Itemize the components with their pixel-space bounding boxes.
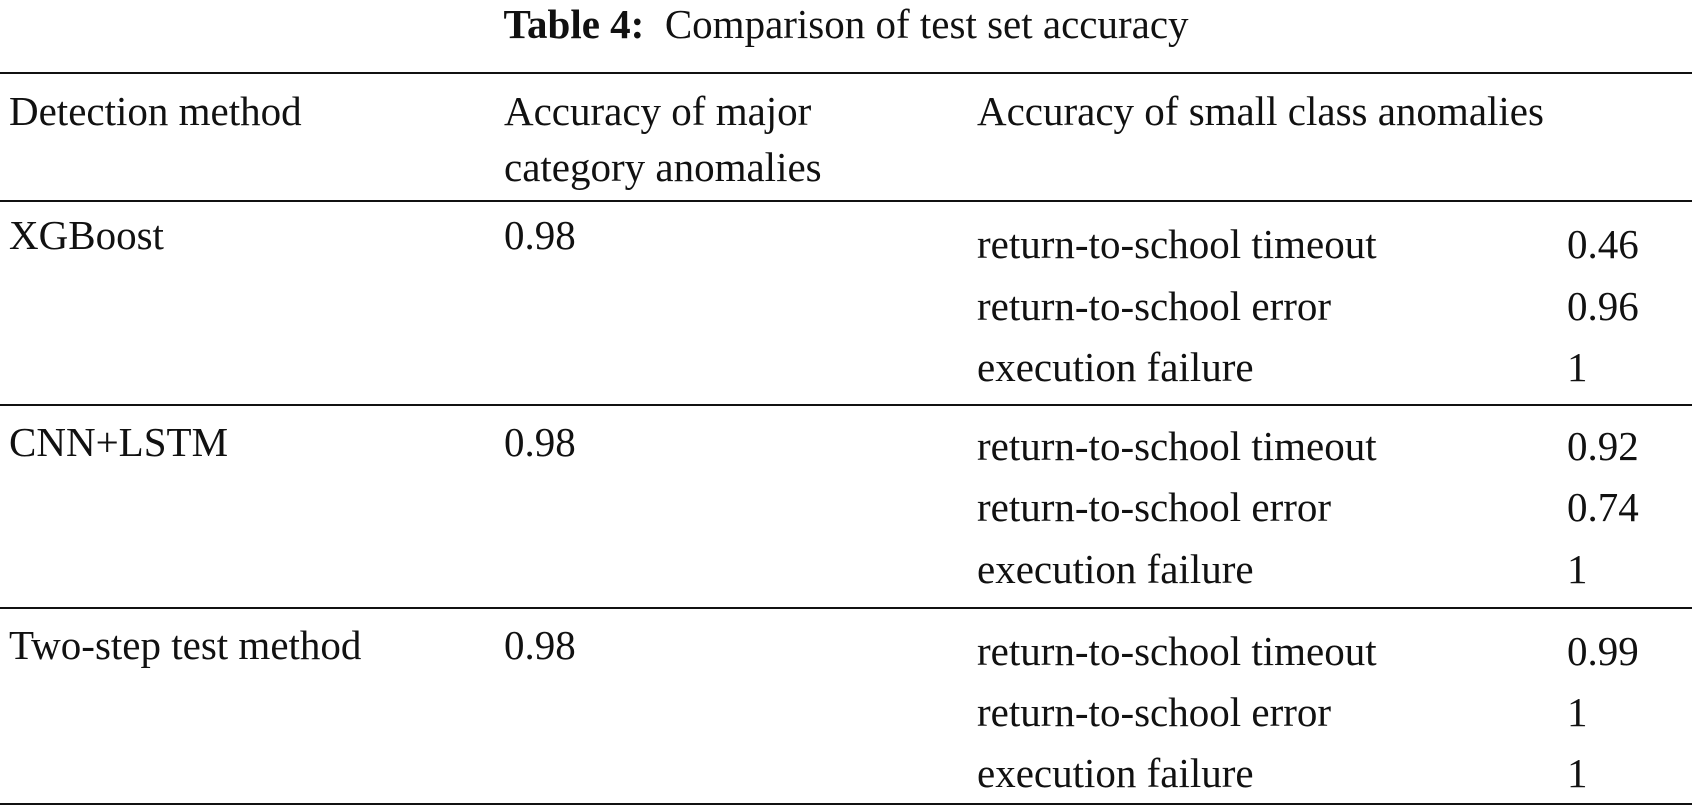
bottom-rule (0, 803, 1692, 805)
small-class-name: execution failure (977, 546, 1254, 592)
header-major-line1: Accuracy of major (504, 88, 812, 134)
method-cell: CNN+LSTM (9, 419, 229, 465)
method-cell: XGBoost (9, 212, 164, 258)
row-rule (0, 607, 1692, 609)
small-class-name: return-to-school timeout (977, 628, 1377, 674)
major-accuracy-cell: 0.98 (504, 622, 576, 668)
table-caption: Table 4: Comparison of test set accuracy (0, 0, 1692, 48)
small-class-name: execution failure (977, 750, 1254, 796)
header-small: Accuracy of small class anomalies (977, 88, 1544, 134)
small-class-accuracy: 1 (1567, 344, 1588, 390)
small-class-accuracy: 0.96 (1567, 283, 1639, 329)
major-accuracy-cell: 0.98 (504, 212, 576, 258)
major-accuracy-cell: 0.98 (504, 419, 576, 465)
small-class-accuracy: 1 (1567, 750, 1588, 796)
small-class-accuracy: 0.99 (1567, 628, 1639, 674)
small-class-name: return-to-school timeout (977, 221, 1377, 267)
method-cell: Two-step test method (9, 622, 362, 668)
header-major-line2: category anomalies (504, 144, 822, 190)
small-class-accuracy: 0.46 (1567, 221, 1639, 267)
row-rule (0, 404, 1692, 406)
small-class-accuracy: 1 (1567, 689, 1588, 735)
header-method: Detection method (9, 88, 302, 134)
small-class-name: return-to-school error (977, 689, 1332, 735)
small-class-accuracy: 0.92 (1567, 423, 1639, 469)
small-class-accuracy: 0.74 (1567, 484, 1639, 530)
caption-label: Table 4: (503, 1, 645, 47)
small-class-name: return-to-school timeout (977, 423, 1377, 469)
small-class-name: execution failure (977, 344, 1254, 390)
small-class-accuracy: 1 (1567, 546, 1588, 592)
header-rule (0, 200, 1692, 202)
small-class-name: return-to-school error (977, 484, 1332, 530)
small-class-name: return-to-school error (977, 283, 1332, 329)
top-rule (0, 72, 1692, 74)
caption-text: Comparison of test set accuracy (664, 1, 1189, 47)
